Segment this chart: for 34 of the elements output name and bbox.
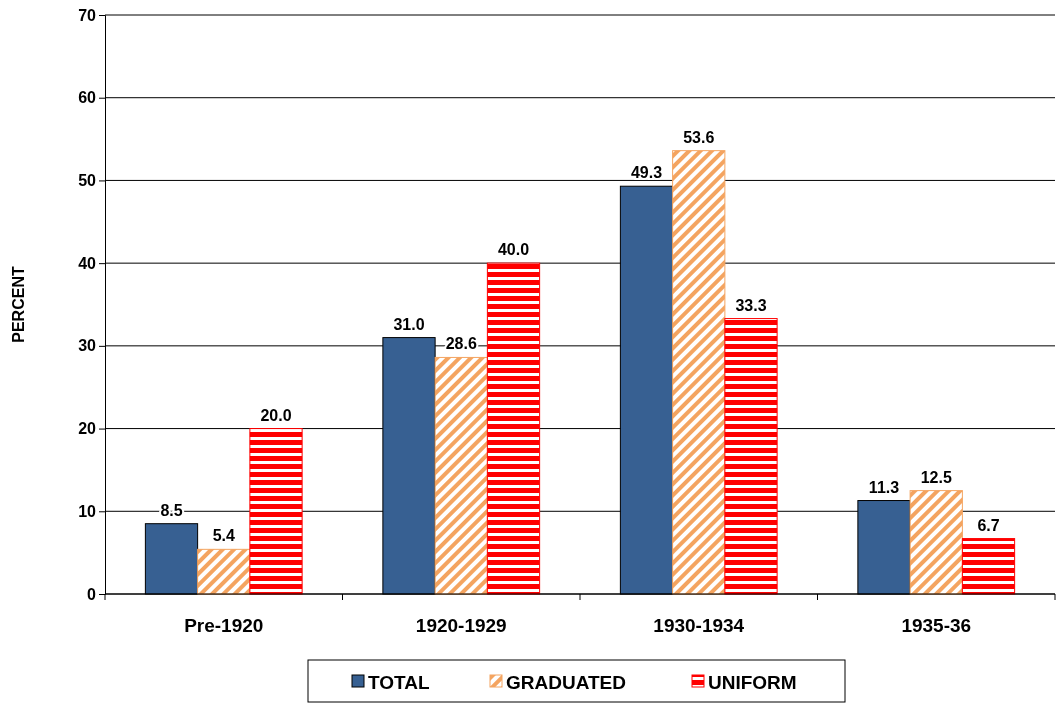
y-axis-title: PERCENT	[10, 266, 27, 343]
legend-label: GRADUATED	[506, 672, 626, 693]
bar	[672, 150, 726, 595]
bar	[434, 356, 488, 595]
x-tick-label: Pre-1920	[184, 615, 264, 636]
y-tick-label: 30	[78, 337, 97, 355]
data-label: 5.4	[212, 527, 235, 545]
data-label: 31.0	[393, 315, 425, 333]
data-label: 11.3	[868, 478, 900, 496]
bar	[909, 490, 963, 595]
legend-label: TOTAL	[368, 672, 430, 693]
y-tick-label: 50	[78, 172, 97, 190]
bar	[249, 428, 303, 595]
y-tick-label: 0	[87, 585, 97, 603]
y-tick-label: 60	[78, 89, 97, 107]
data-label: 49.3	[630, 164, 663, 182]
bar	[197, 548, 251, 595]
data-label: 33.3	[735, 296, 767, 314]
data-label: 6.7	[977, 516, 1000, 534]
y-tick-label: 40	[78, 254, 97, 272]
x-tick-label: 1920-1929	[415, 615, 507, 636]
data-label: 20.0	[260, 406, 292, 424]
bar	[724, 318, 778, 595]
y-tick-label: 10	[78, 502, 97, 520]
data-label: 40.0	[497, 241, 530, 259]
data-label: 12.5	[920, 468, 952, 486]
data-label: 53.6	[683, 128, 715, 146]
bar	[486, 262, 541, 595]
bar	[961, 538, 1016, 595]
legend-label: UNIFORM	[708, 672, 797, 693]
x-tick-label: 1930-1934	[653, 615, 745, 636]
y-tick-label: 70	[78, 6, 97, 24]
y-tick-label: 20	[78, 420, 97, 438]
x-tick-label: 1935-36	[901, 615, 972, 636]
